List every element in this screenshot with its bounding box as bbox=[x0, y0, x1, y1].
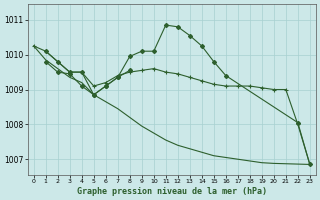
X-axis label: Graphe pression niveau de la mer (hPa): Graphe pression niveau de la mer (hPa) bbox=[77, 187, 267, 196]
